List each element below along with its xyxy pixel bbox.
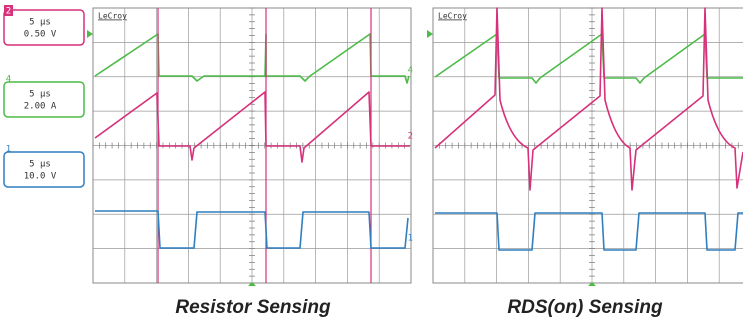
channel-number: 2 [6, 7, 11, 17]
channel-number: 1 [6, 145, 11, 155]
trace-marker: 2 [408, 132, 413, 142]
channel-box: 2 5 μs 0.50 V [4, 5, 84, 45]
channel-box: 4 5 μs 2.00 A [4, 75, 84, 118]
channel-scale: 2.00 A [24, 102, 57, 112]
channel-timebase: 5 μs [29, 160, 51, 170]
channel-scale: 10.0 V [24, 172, 57, 182]
channel-number: 4 [6, 75, 11, 85]
level-arrow [427, 30, 433, 38]
page: 2 5 μs 0.50 V 4 5 μs 2.00 A 1 5 μs 10.0 … [0, 0, 743, 325]
channel-timebase: 5 μs [29, 90, 51, 100]
trace-marker: 1 [408, 234, 413, 244]
level-arrow [87, 30, 93, 38]
channel-scale: 0.50 V [24, 30, 57, 40]
trace-marker: 4 [408, 66, 413, 76]
brand: LeCroy [98, 12, 127, 21]
scope-figure: 2 5 μs 0.50 V 4 5 μs 2.00 A 1 5 μs 10.0 … [0, 0, 743, 325]
caption: RDS(on) Sensing [507, 297, 663, 318]
channel-box: 1 5 μs 10.0 V [4, 145, 84, 188]
brand: LeCroy [438, 12, 467, 21]
caption: Resistor Sensing [175, 297, 331, 318]
channel-timebase: 5 μs [29, 18, 51, 28]
